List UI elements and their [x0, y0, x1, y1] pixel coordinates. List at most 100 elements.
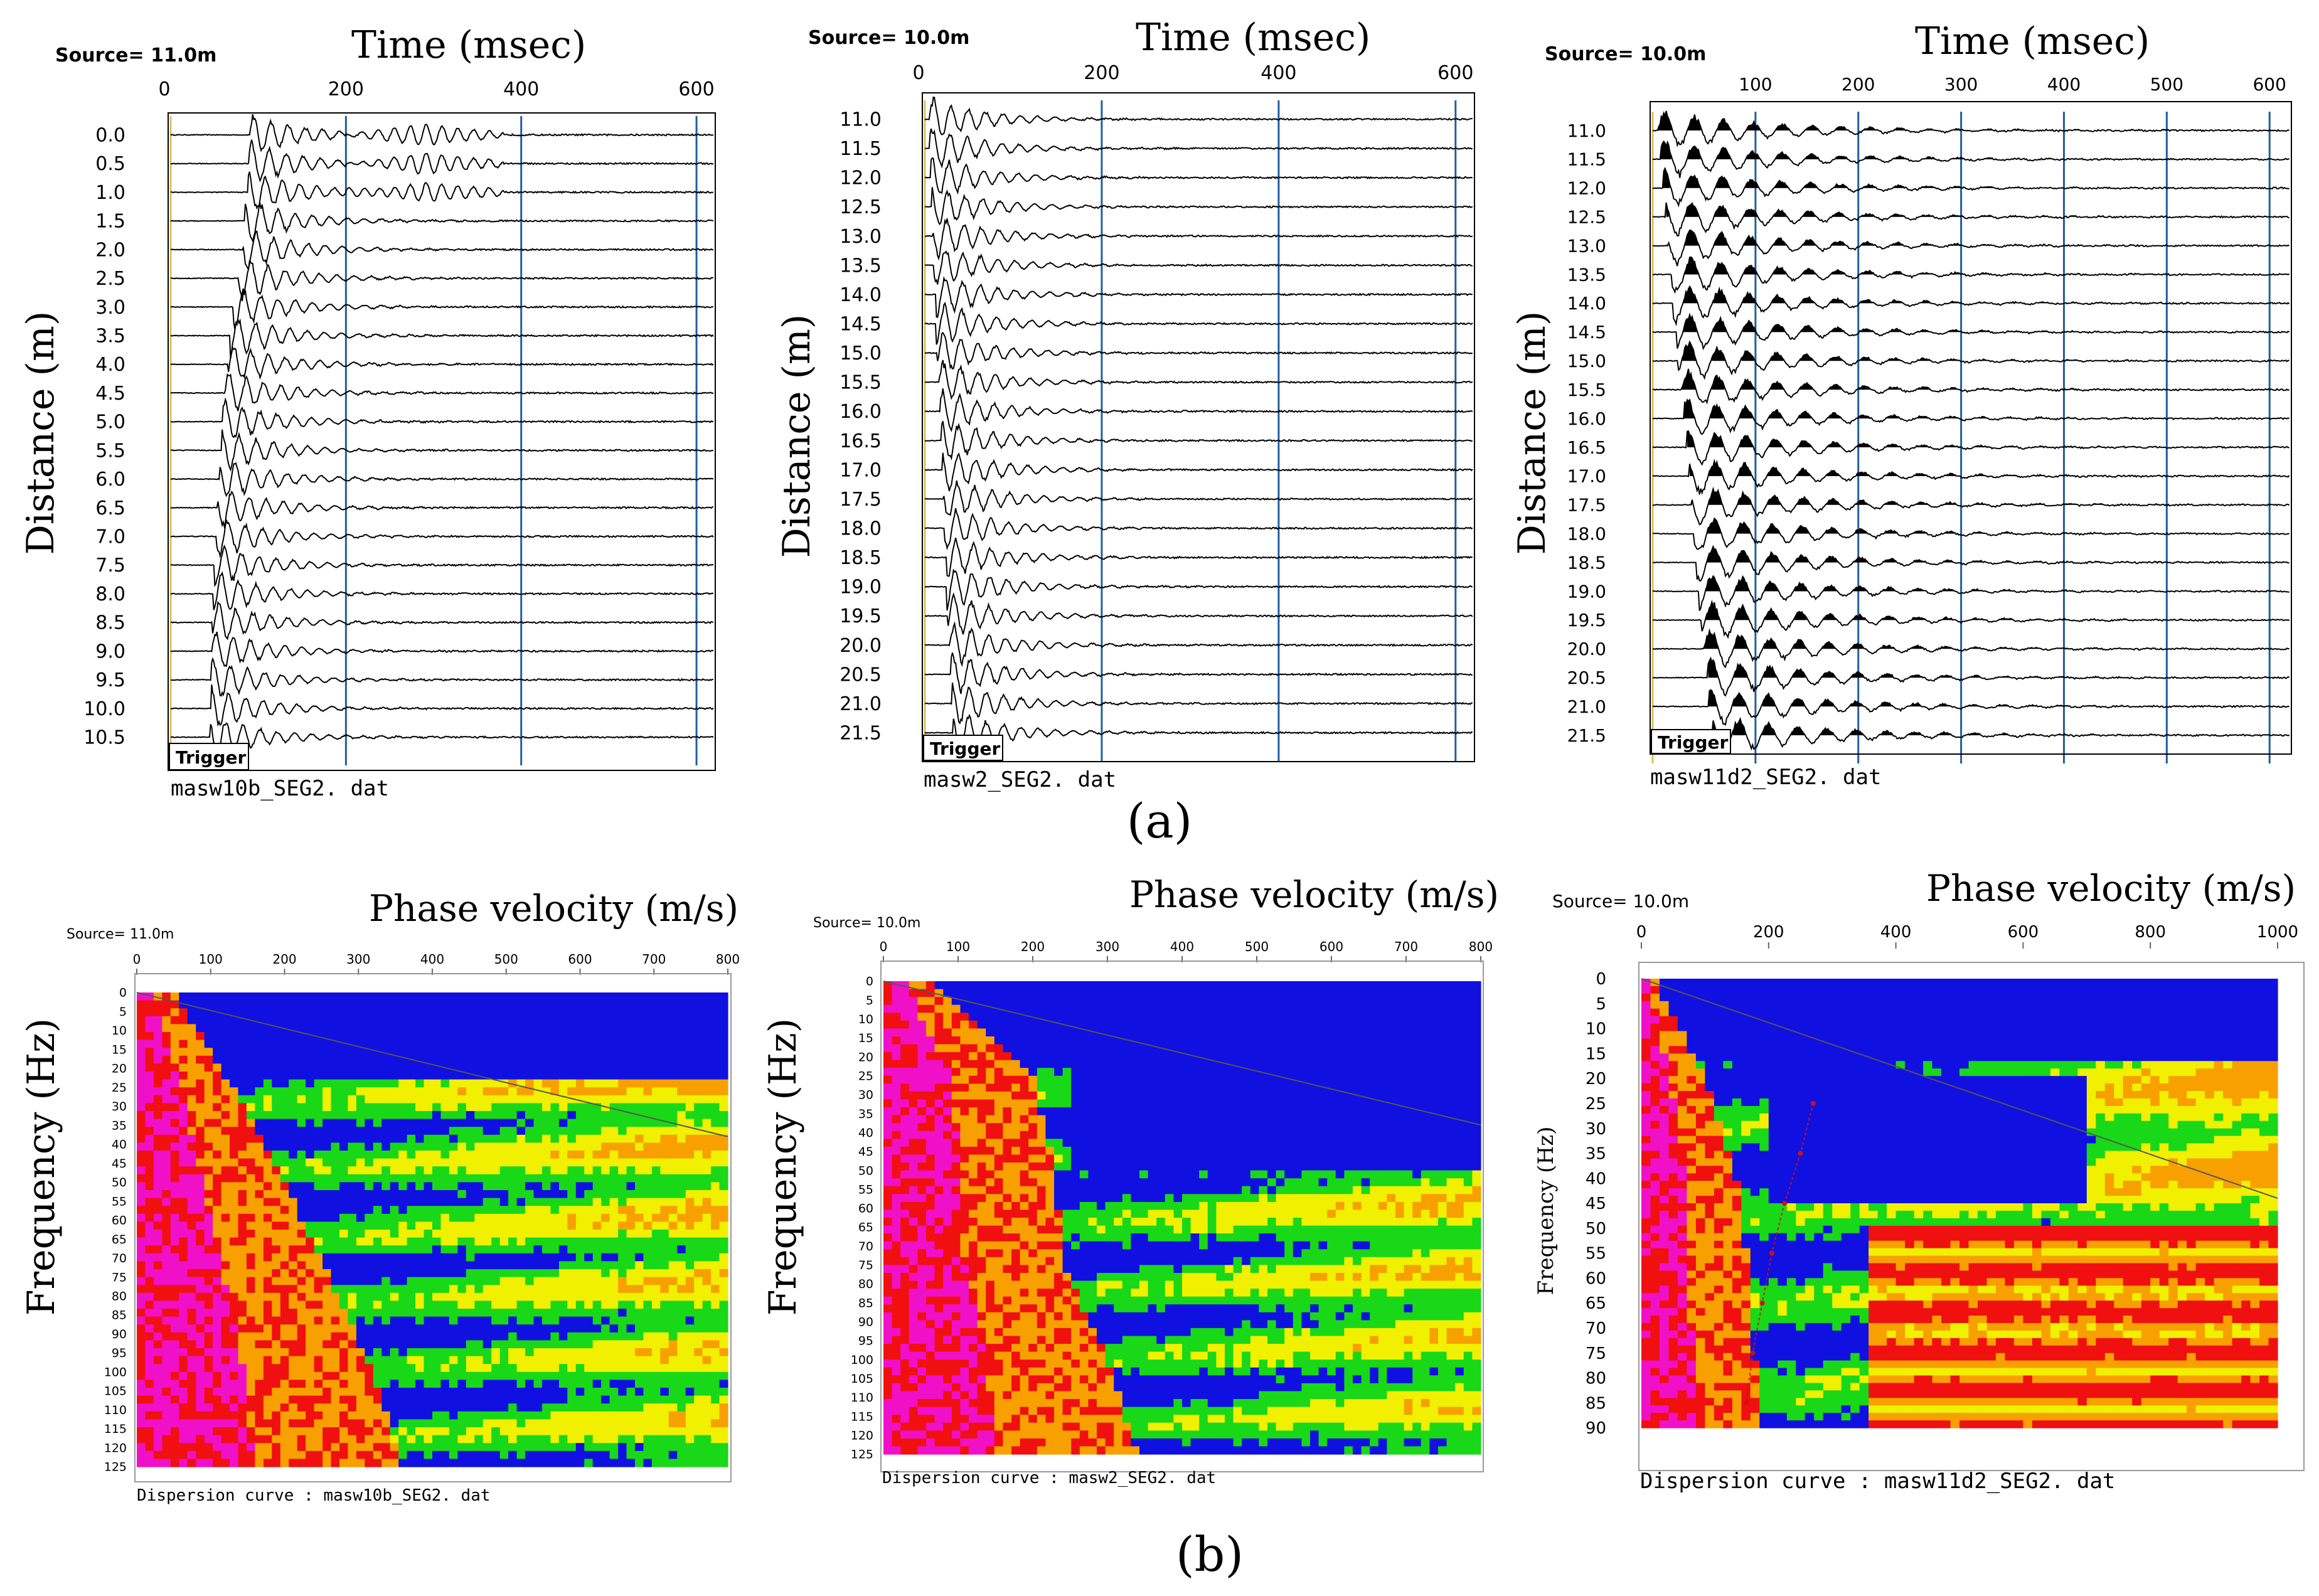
heatmap-cell [1003, 1020, 1012, 1029]
heatmap-cell [719, 1048, 728, 1056]
heatmap-cell [1037, 1004, 1046, 1013]
heatmap-cell [592, 1158, 602, 1167]
heatmap-cell [567, 1435, 577, 1444]
heatmap-cell [474, 1127, 484, 1136]
heatmap-cell [432, 1182, 442, 1191]
heatmap-cell [415, 1237, 425, 1246]
heatmap-cell [677, 1301, 686, 1309]
heatmap-cell [711, 1111, 720, 1120]
heatmap-cell [196, 1348, 205, 1357]
heatmap-cell [230, 1198, 239, 1206]
heatmap-cell [187, 1459, 196, 1467]
heatmap-cell [635, 1158, 644, 1167]
heatmap-cell [365, 1443, 374, 1452]
heatmap-cell [1148, 981, 1157, 990]
heatmap-cell [407, 1459, 416, 1467]
heatmap-cell [415, 1340, 425, 1349]
heatmap-cell [1199, 1020, 1208, 1029]
heatmap-cell [482, 1024, 492, 1033]
heatmap-cell [170, 1151, 179, 1159]
heatmap-cell [306, 1127, 315, 1136]
heatmap-cell [323, 1435, 332, 1444]
heatmap-cell [440, 1221, 450, 1230]
heatmap-cell [440, 1087, 450, 1096]
heatmap-cell [533, 1301, 543, 1309]
distance-label: 16.5 [840, 430, 882, 452]
heatmap-cell [348, 1348, 357, 1357]
heatmap-cell [263, 1072, 272, 1080]
heatmap-cell [541, 1103, 551, 1112]
heatmap-cell [516, 1403, 526, 1412]
heatmap-cell [204, 1380, 213, 1388]
heatmap-cell [162, 1134, 171, 1143]
heatmap-cell [331, 1309, 340, 1317]
heatmap-cell [221, 1024, 230, 1033]
heatmap-cell [660, 1174, 669, 1183]
heatmap-cell [592, 1388, 602, 1396]
heatmap-cell [272, 1016, 281, 1024]
heatmap-cell [297, 1016, 306, 1024]
heatmap-cell [238, 1427, 247, 1436]
heatmap-cell [449, 1198, 458, 1206]
heatmap-cell [153, 1000, 163, 1009]
heatmap-cell [289, 1411, 298, 1420]
heatmap-cell [643, 1380, 653, 1388]
heatmap-cell [415, 992, 425, 1001]
heatmap-cell [525, 1371, 535, 1380]
heatmap-cell [508, 1380, 518, 1388]
heatmap-cell [230, 1151, 239, 1159]
heatmap-cell [339, 1213, 349, 1222]
heatmap-cell [711, 1032, 720, 1041]
heatmap-cell [1267, 1028, 1277, 1037]
heatmap-cell [407, 1261, 416, 1270]
heatmap-cell [575, 1032, 585, 1041]
heatmap-cell [153, 1269, 163, 1278]
heatmap-cell [196, 1356, 205, 1365]
heatmap-cell [339, 1072, 349, 1080]
heatmap-cell [407, 1419, 416, 1428]
heatmap-cell [685, 1316, 695, 1325]
heatmap-cell [449, 1134, 458, 1143]
heatmap-cell [289, 1371, 298, 1380]
heatmap-cell [466, 1237, 475, 1246]
heatmap-cell [525, 1419, 535, 1428]
heatmap-cell [474, 1292, 484, 1301]
heatmap-cell [499, 1174, 509, 1183]
heatmap-cell [323, 1395, 332, 1404]
heatmap-cell [1011, 981, 1021, 990]
heatmap-cell [1105, 981, 1114, 990]
heatmap-cell [381, 1371, 391, 1380]
heatmap-cell [145, 1087, 154, 1096]
heatmap-cell [272, 1158, 281, 1167]
heatmap-cell [516, 1292, 526, 1301]
heatmap-cell [246, 1158, 255, 1167]
heatmap-cell [533, 1142, 543, 1151]
heatmap-cell [204, 1292, 213, 1301]
heatmap-cell [390, 1206, 399, 1215]
heatmap-cell [204, 1253, 213, 1262]
y-tick-label: 35 [112, 1119, 127, 1132]
heatmap-cell [1114, 997, 1123, 1006]
heatmap-cell [909, 989, 918, 998]
heatmap-cell [179, 1316, 188, 1325]
heatmap-cell [584, 1356, 594, 1365]
heatmap-cell [263, 1348, 272, 1357]
heatmap-cell [162, 1158, 171, 1167]
heatmap-cell [137, 1198, 146, 1206]
heatmap-cell [407, 1348, 416, 1357]
heatmap-cell [204, 1127, 213, 1136]
heatmap-cell [196, 1048, 205, 1056]
heatmap-cell [668, 1221, 678, 1230]
heatmap-cell [694, 1048, 703, 1056]
heatmap-cell [221, 1000, 230, 1009]
heatmap-cell [1037, 981, 1046, 990]
traces [170, 114, 714, 756]
heatmap-cell [356, 1364, 365, 1373]
heatmap-cell [943, 1028, 952, 1037]
heatmap-cell [213, 1435, 222, 1444]
heatmap-cell [626, 1206, 636, 1215]
heatmap-cell [491, 1253, 501, 1262]
heatmap-cell [482, 1158, 492, 1167]
heatmap-cell [609, 1182, 619, 1191]
heatmap-cell [145, 1213, 154, 1222]
